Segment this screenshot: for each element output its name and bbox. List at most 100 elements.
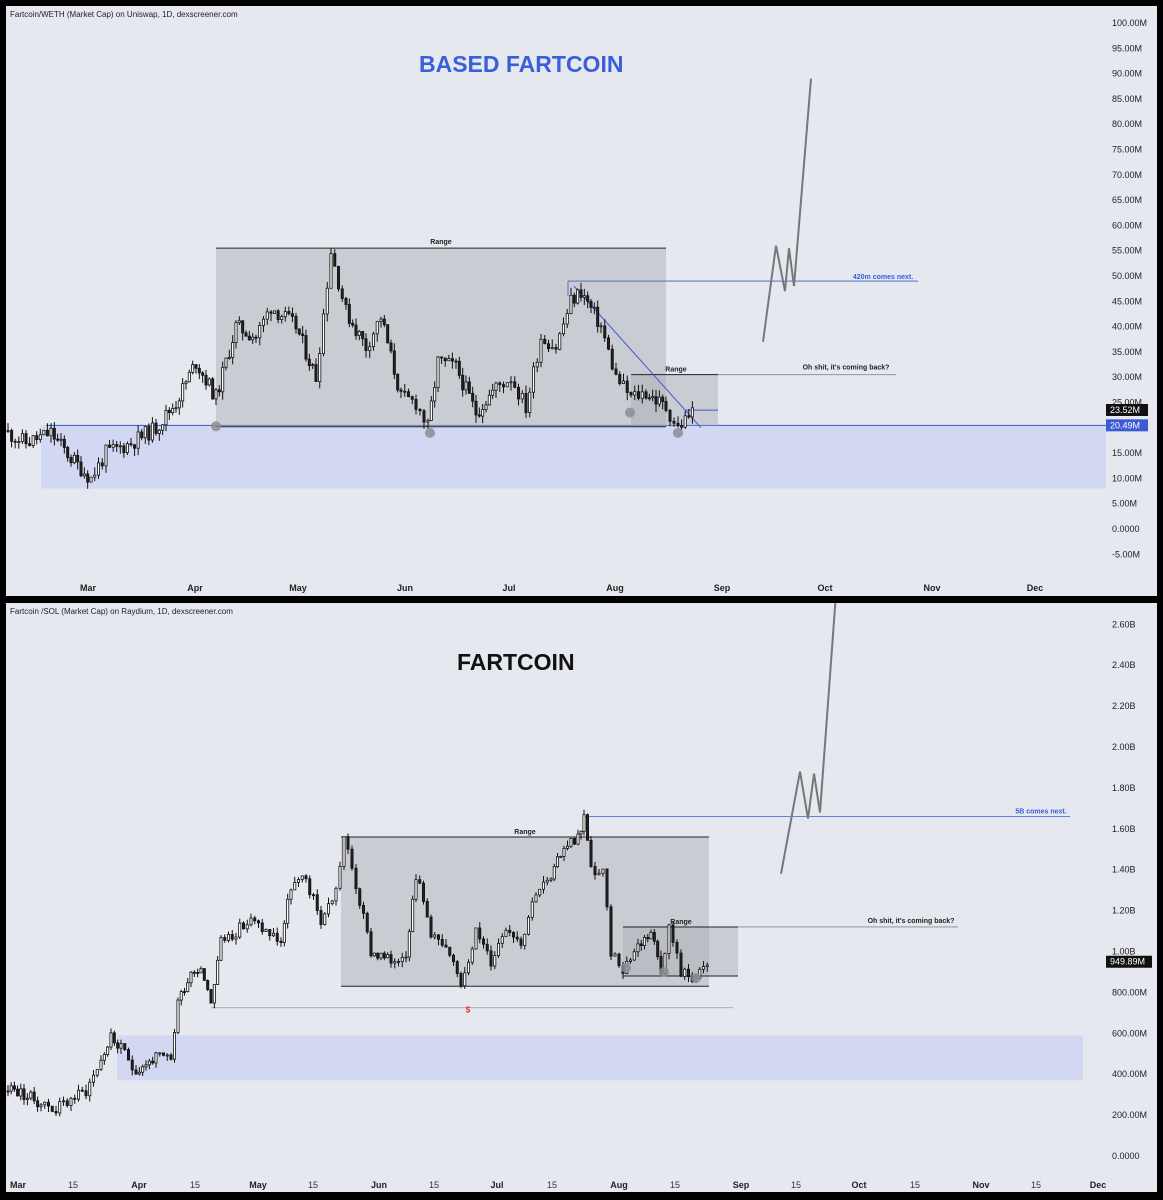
candle [217, 389, 221, 393]
chart-canvas[interactable]: 2.60B 2.40B 2.20B 2.00B 1.80B 1.60B 1.40B 1.20B… [6, 603, 1157, 1192]
candle [429, 400, 433, 421]
candle [457, 360, 461, 376]
candle [202, 968, 206, 981]
candle [687, 968, 691, 978]
candle [410, 396, 414, 400]
candle [532, 366, 536, 393]
candle [62, 1100, 66, 1103]
candle [375, 321, 379, 335]
candle [433, 387, 437, 402]
candle [576, 289, 580, 304]
candle [304, 335, 308, 360]
candle [134, 1069, 138, 1075]
candle [125, 443, 129, 454]
x-tick-label: 15 [547, 1180, 557, 1190]
y-tick-label: 70.00M [1112, 170, 1142, 180]
candle [683, 968, 687, 977]
x-tick-label: 15 [670, 1180, 680, 1190]
candle [622, 380, 626, 384]
candle [340, 288, 344, 299]
candle [36, 1100, 40, 1108]
candle [702, 966, 706, 970]
candle [403, 390, 407, 393]
x-tick-label: 15 [308, 1180, 318, 1190]
candle [351, 322, 355, 326]
candle [247, 335, 251, 341]
y-tick-label: 5.00M [1112, 499, 1137, 509]
target-label: 5B comes next. [1015, 809, 1066, 816]
candle [447, 358, 451, 362]
candle [176, 999, 180, 1033]
candle [182, 991, 186, 993]
candle [392, 350, 396, 375]
x-tick-label: 15 [190, 1180, 200, 1190]
candle [118, 445, 122, 448]
candle [589, 839, 593, 867]
candle [102, 1054, 106, 1061]
support-zone [41, 425, 1106, 489]
candle [315, 894, 319, 911]
candle [477, 414, 481, 417]
candle [234, 936, 238, 940]
candle [122, 445, 126, 454]
candle [130, 1059, 134, 1071]
x-tick-label: Mar [10, 1180, 27, 1190]
candle [161, 424, 165, 431]
y-tick-label: 80.00M [1112, 119, 1142, 129]
y-tick-label: 2.00B [1112, 742, 1136, 752]
candle [69, 1097, 73, 1106]
candle [108, 444, 112, 448]
y-tick-label: 0.0000 [1112, 524, 1140, 534]
candle [440, 356, 444, 359]
y-tick-label: 100.00M [1112, 18, 1147, 28]
candle [89, 476, 93, 483]
candle [448, 946, 452, 956]
candle [640, 391, 644, 399]
candle [141, 1066, 145, 1073]
candle [569, 294, 573, 314]
candle [147, 1060, 151, 1066]
candle [109, 1032, 113, 1048]
candle [150, 422, 154, 441]
candle [238, 922, 242, 938]
candle [474, 400, 478, 416]
chart-canvas[interactable]: 100.00M 95.00M 90.00M 85.00M 80.00M 75.00M 70.… [6, 6, 1157, 596]
y-tick-label: 35.00M [1112, 347, 1142, 357]
candle [683, 415, 687, 428]
candle [393, 961, 397, 964]
y-tick-label: 85.00M [1112, 94, 1142, 104]
candle [338, 865, 342, 889]
swing-low-marker [425, 427, 435, 438]
candle [93, 474, 97, 478]
candle [318, 353, 322, 382]
x-tick-label: Nov [972, 1180, 989, 1190]
candle [554, 346, 558, 350]
x-tick-label: Dec [1027, 583, 1044, 593]
y-tick-label: 10.00M [1112, 473, 1142, 483]
candle [25, 1097, 29, 1100]
candle [154, 1052, 158, 1064]
candle [597, 872, 601, 876]
candle [671, 924, 675, 943]
candle [599, 325, 603, 328]
candle [347, 304, 351, 324]
range-label: Range [430, 239, 452, 246]
candle [596, 306, 600, 327]
candle [307, 358, 311, 367]
x-tick-label: 15 [68, 1180, 78, 1190]
candle [572, 294, 576, 304]
candle [433, 934, 437, 938]
x-tick-label: Mar [80, 583, 97, 593]
candle [436, 934, 440, 940]
x-tick-label: Apr [131, 1180, 147, 1190]
candle [376, 952, 380, 959]
candle [633, 391, 637, 396]
candle [461, 374, 465, 391]
candle [418, 879, 422, 884]
x-tick-label: Jul [502, 583, 515, 593]
candle [112, 1032, 116, 1044]
candle [62, 438, 66, 448]
candle [407, 931, 411, 958]
candle [52, 427, 56, 440]
candle [271, 932, 275, 937]
